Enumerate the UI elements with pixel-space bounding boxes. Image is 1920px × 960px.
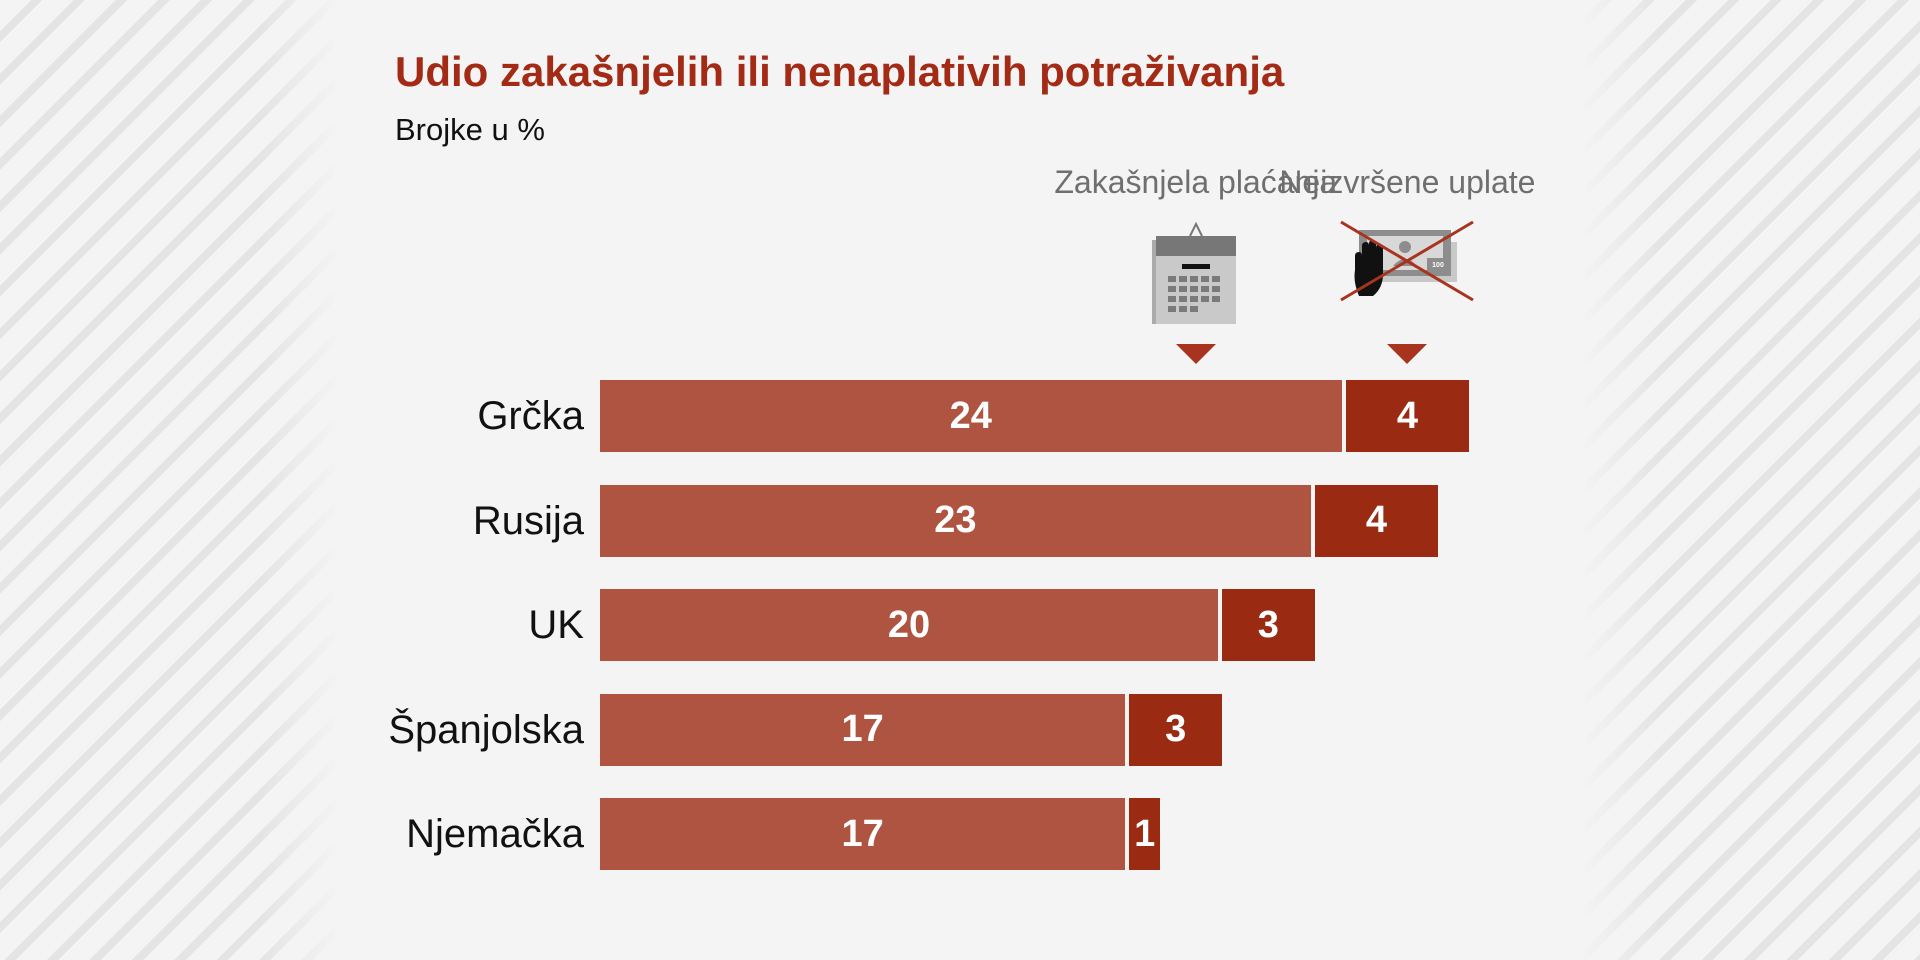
bar-unpaid-payments: 4 bbox=[1314, 484, 1439, 557]
category-label: Španjolska bbox=[388, 707, 584, 752]
bar-unpaid-payments: 3 bbox=[1129, 693, 1222, 766]
category-label: Njemačka bbox=[406, 812, 584, 856]
bar-value-label: 17 bbox=[841, 708, 884, 750]
category-label: Grčka bbox=[477, 394, 584, 438]
legend-late-payments: Zakašnjela plaćanja bbox=[1054, 164, 1338, 200]
bar-late-payments: 20 bbox=[600, 589, 1218, 661]
bar-value-label: 4 bbox=[1365, 499, 1388, 541]
bar-value-label: 23 bbox=[934, 499, 977, 541]
blocked-payment-icon: 100 bbox=[1337, 216, 1477, 311]
legend-unpaid-payments: Neizvršene uplate bbox=[1279, 164, 1536, 200]
bar-value-label: 4 bbox=[1396, 394, 1418, 437]
bar-value-label: 1 bbox=[1134, 812, 1156, 855]
bar-unpaid-payments: 3 bbox=[1222, 589, 1315, 661]
bar-unpaid-payments: 1 bbox=[1129, 798, 1161, 870]
unpaid-payments-marker bbox=[1387, 344, 1428, 364]
category-label: Rusija bbox=[472, 498, 584, 543]
bar-value-label: 20 bbox=[887, 603, 931, 646]
category-label: UK bbox=[528, 603, 584, 647]
calendar-icon bbox=[1146, 218, 1246, 333]
bar-value-label: 3 bbox=[1165, 708, 1187, 750]
bar-late-payments: 24 bbox=[600, 380, 1342, 452]
bar-value-label: 3 bbox=[1257, 603, 1279, 646]
svg-text:100: 100 bbox=[1433, 262, 1445, 269]
bar-unpaid-payments: 4 bbox=[1345, 380, 1470, 452]
chart-subtitle: Brojke u % bbox=[395, 112, 545, 147]
bar-value-label: 24 bbox=[949, 394, 992, 437]
late-payments-marker bbox=[1175, 344, 1216, 364]
bar-value-label: 17 bbox=[841, 812, 884, 855]
bar-late-payments: 17 bbox=[600, 693, 1126, 766]
bar-late-payments: 17 bbox=[600, 798, 1126, 870]
bar-late-payments: 23 bbox=[600, 484, 1311, 557]
chart-title: Udio zakašnjelih ili nenaplativih potraž… bbox=[395, 48, 1285, 95]
